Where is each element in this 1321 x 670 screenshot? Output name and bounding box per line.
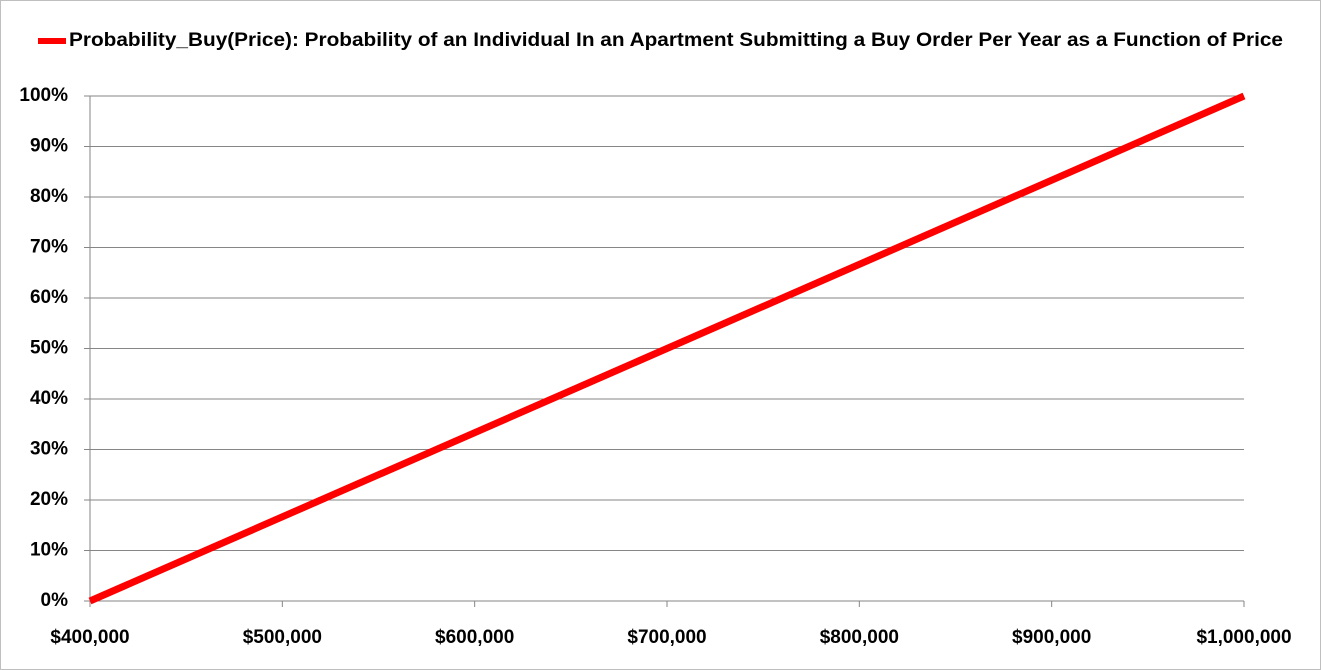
- legend-label: Probability_Buy(Price): Probability of a…: [69, 30, 1283, 51]
- y-tick-label: 20%: [30, 489, 68, 510]
- x-tick-label: $800,000: [820, 627, 899, 648]
- y-tick-label: 40%: [30, 388, 68, 409]
- y-tick-label: 50%: [30, 338, 68, 359]
- y-tick-label: 30%: [30, 439, 68, 460]
- y-tick-label: 70%: [30, 237, 68, 258]
- y-tick-label: 90%: [30, 136, 68, 157]
- y-tick-label: 80%: [30, 186, 68, 207]
- x-tick-label: $700,000: [627, 627, 706, 648]
- x-tick-label: $1,000,000: [1196, 627, 1291, 648]
- y-tick-label: 100%: [19, 85, 68, 106]
- y-tick-label: 0%: [41, 590, 69, 611]
- x-tick-label: $900,000: [1012, 627, 1091, 648]
- x-tick-label: $600,000: [435, 627, 514, 648]
- data-line: [88, 92, 1246, 605]
- y-tick-label: 10%: [30, 540, 68, 561]
- y-tick-label: 60%: [30, 287, 68, 308]
- x-tick-label: $500,000: [243, 627, 322, 648]
- x-tick-label: $400,000: [50, 627, 129, 648]
